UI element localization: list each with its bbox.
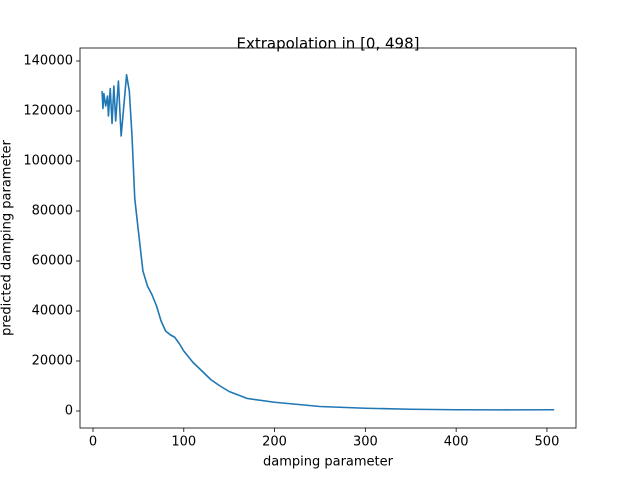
x-tick-label: 0 — [89, 435, 97, 450]
y-tick-label: 120000 — [23, 104, 73, 119]
y-tick-label: 0 — [65, 404, 73, 419]
y-axis-label: predicted damping parameter — [0, 139, 15, 335]
x-tick-label: 200 — [262, 435, 287, 450]
chart-title: Extrapolation in [0, 498] — [236, 35, 419, 53]
y-tick-label: 20000 — [32, 354, 73, 369]
y-tick-label: 100000 — [23, 154, 73, 169]
x-tick-label: 400 — [444, 435, 469, 450]
x-tick-label: 300 — [353, 435, 378, 450]
y-tick-label: 60000 — [32, 254, 73, 269]
plot-frame — [79, 47, 577, 429]
x-axis-label: damping parameter — [263, 455, 394, 470]
y-tick-label: 40000 — [32, 304, 73, 319]
data-line — [101, 73, 555, 411]
y-tick-label: 140000 — [23, 54, 73, 69]
x-tick-label: 100 — [171, 435, 196, 450]
y-tick-label: 80000 — [32, 204, 73, 219]
x-tick-label: 500 — [535, 435, 560, 450]
